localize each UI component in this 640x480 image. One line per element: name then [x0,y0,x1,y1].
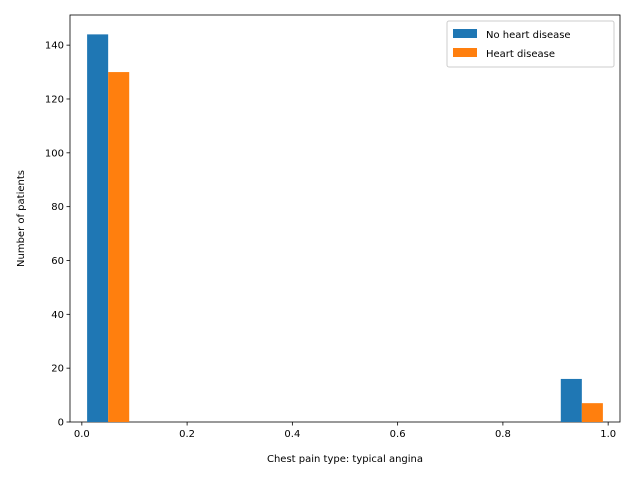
legend-swatch-1 [453,48,477,57]
y-tick-label-6: 120 [45,94,64,105]
x-tick-label-0: 0.0 [74,429,90,440]
legend-label-0: No heart disease [486,30,571,41]
y-tick-label-7: 140 [45,41,64,52]
x-tick-label-4: 0.8 [495,429,511,440]
x-tick-label-1: 0.2 [179,429,195,440]
legend: No heart disease Heart disease [446,20,615,68]
x-tick-label-3: 0.6 [390,429,406,440]
x-axis: 0.0 0.2 0.4 0.6 0.8 1.0 [74,422,616,440]
bar-series-1-bin-1 [581,403,603,422]
x-tick-label-5: 1.0 [600,429,616,440]
y-axis: 0 20 40 60 80 100 120 140 [45,41,70,429]
bar-series-1-bin-0 [108,72,130,422]
y-tick-label-0: 0 [58,418,64,429]
legend-box [446,20,615,68]
y-tick-label-2: 40 [51,310,64,321]
bar-series-0-bin-1 [560,378,582,422]
y-tick-label-5: 100 [45,148,64,159]
y-axis-label: Number of patients [16,170,27,267]
legend-swatch-0 [453,29,477,38]
y-tick-label-3: 60 [51,256,64,267]
plot-area [69,14,621,423]
x-tick-label-2: 0.4 [284,429,300,440]
y-tick-label-1: 20 [51,364,64,375]
legend-label-1: Heart disease [486,49,555,60]
bar-series-0-bin-0 [87,34,109,422]
bars [87,34,603,422]
axes-frame [69,14,621,423]
x-axis-label: Chest pain type: typical angina [267,454,423,465]
y-tick-label-4: 80 [51,202,64,213]
